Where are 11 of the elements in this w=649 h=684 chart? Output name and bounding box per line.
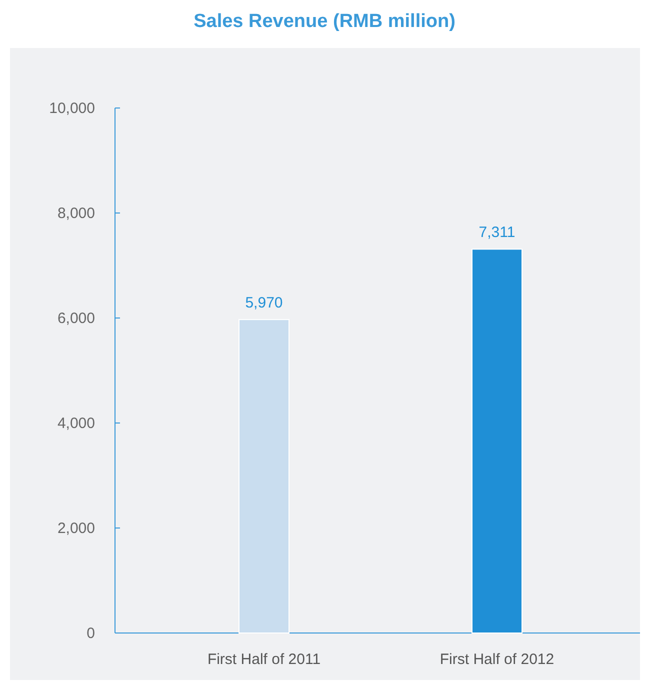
y-tick-label: 0 [86,625,95,642]
y-tick-label: 10,000 [49,100,95,117]
data-label: 5,970 [245,294,283,312]
chart-title: Sales Revenue (RMB million) [194,11,456,32]
y-tick-label: 2,000 [57,520,95,537]
y-tick-label: 8,000 [57,205,95,222]
x-tick-label: First Half of 2012 [440,651,554,668]
y-tick-label: 6,000 [57,310,95,327]
x-tick-label: First Half of 2011 [207,651,321,668]
data-label: 7,311 [478,224,516,242]
y-tick-label: 4,000 [57,415,95,432]
